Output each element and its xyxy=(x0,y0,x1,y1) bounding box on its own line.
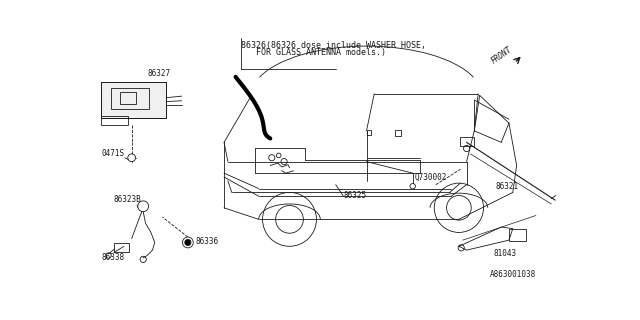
Circle shape xyxy=(128,154,136,162)
Circle shape xyxy=(138,201,148,212)
Text: 86321: 86321 xyxy=(496,182,519,191)
Bar xyxy=(101,116,128,125)
Text: 0471S: 0471S xyxy=(102,149,125,158)
Text: FOR GLASS ANTENNA models.): FOR GLASS ANTENNA models.) xyxy=(241,48,386,57)
Text: A863001038: A863001038 xyxy=(490,270,536,279)
Text: 86338: 86338 xyxy=(102,253,125,262)
Circle shape xyxy=(182,237,193,248)
Bar xyxy=(101,82,166,118)
Text: 86323B: 86323B xyxy=(114,195,141,204)
Bar xyxy=(395,130,401,136)
Bar xyxy=(460,137,474,146)
Bar xyxy=(101,82,166,118)
Bar xyxy=(111,88,149,109)
Text: FRONT: FRONT xyxy=(490,45,514,65)
Circle shape xyxy=(185,239,191,245)
Text: 86325: 86325 xyxy=(344,191,367,200)
Bar xyxy=(509,228,526,241)
Text: 81043: 81043 xyxy=(493,249,516,258)
Bar xyxy=(367,130,371,135)
Text: 86336: 86336 xyxy=(196,236,219,245)
Text: 86327: 86327 xyxy=(147,69,170,78)
Bar xyxy=(114,243,129,252)
Text: 86326(86326 dose include WASHER HOSE,: 86326(86326 dose include WASHER HOSE, xyxy=(241,41,426,50)
Bar xyxy=(120,92,136,104)
Text: Q730002: Q730002 xyxy=(414,173,447,182)
